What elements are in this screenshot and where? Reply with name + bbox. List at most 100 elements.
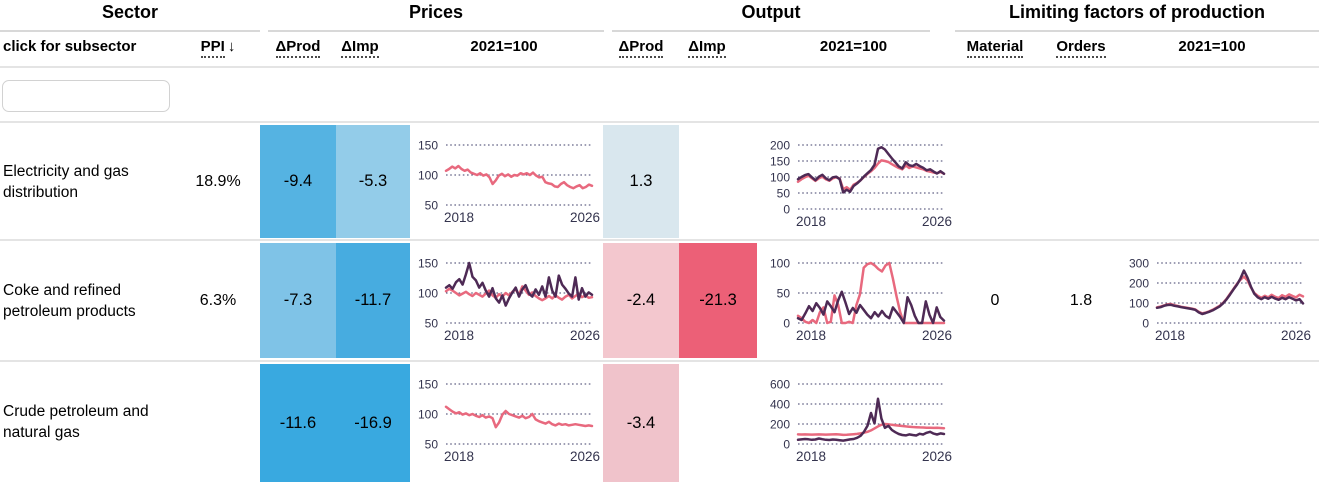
group-header-limiting: Limiting factors of production: [1009, 2, 1265, 22]
svg-text:0: 0: [783, 203, 790, 217]
svg-text:2026: 2026: [570, 328, 600, 343]
prices-dprod-cell: -11.6: [260, 364, 336, 482]
prices-dimp-cell: -5.3: [336, 125, 410, 238]
table-row: Crude petroleum and natural gas -11.6 -1…: [0, 362, 1319, 482]
svg-text:200: 200: [1129, 277, 1149, 291]
svg-text:2018: 2018: [796, 328, 826, 343]
prices-dprod-header[interactable]: ΔProd: [260, 38, 336, 58]
svg-text:2018: 2018: [796, 214, 826, 229]
limiting-group-underline: [955, 30, 1319, 32]
svg-text:300: 300: [1129, 257, 1149, 271]
svg-text:2026: 2026: [570, 449, 600, 464]
ppi-value: 6.3%: [199, 291, 237, 309]
svg-text:100: 100: [770, 171, 790, 185]
orders-value: [1040, 123, 1122, 240]
orders-header[interactable]: Orders: [1040, 38, 1122, 58]
prices-dimp-header-label[interactable]: ΔImp: [341, 38, 379, 58]
svg-text:0: 0: [1142, 317, 1149, 331]
svg-text:0: 0: [783, 317, 790, 331]
output-dprod-cell: 1.3: [603, 125, 679, 238]
table-row: Coke and refined petroleum products 6.3%…: [0, 241, 1319, 360]
material-header[interactable]: Material: [950, 38, 1040, 58]
svg-text:50: 50: [777, 287, 791, 301]
svg-text:150: 150: [418, 378, 438, 392]
table-row: Electricity and gas distribution 18.9% -…: [0, 123, 1319, 240]
output-dprod-header-label[interactable]: ΔProd: [618, 38, 664, 58]
sector-name[interactable]: Crude petroleum and natural gas: [3, 403, 149, 441]
ppi-sort-header[interactable]: PPI ↓: [178, 38, 258, 58]
material-value: [950, 123, 1040, 240]
svg-text:50: 50: [425, 317, 439, 331]
prices-dimp-cell: -11.7: [336, 243, 410, 358]
svg-text:100: 100: [1129, 297, 1149, 311]
svg-text:0: 0: [783, 438, 790, 452]
svg-text:2018: 2018: [444, 210, 474, 225]
svg-text:150: 150: [418, 139, 438, 153]
prices-dprod-cell: -7.3: [260, 243, 336, 358]
svg-text:2026: 2026: [922, 328, 952, 343]
prices-sparkline: 150 100 50 2018 2026: [408, 372, 608, 474]
subsector-filter-input[interactable]: [2, 80, 170, 112]
limiting-sparkline: 300 200 100 0 2018 2026: [1119, 251, 1319, 353]
svg-text:2018: 2018: [444, 328, 474, 343]
svg-text:50: 50: [777, 187, 791, 201]
svg-text:100: 100: [770, 257, 790, 271]
prices-sparkline: 150 100 50 2018 2026: [408, 133, 608, 235]
svg-text:100: 100: [418, 408, 438, 422]
svg-text:100: 100: [418, 169, 438, 183]
output-sparkline: 200 150 100 50 0 2018 2026: [760, 133, 960, 235]
prices-index-label: 2021=100: [470, 38, 538, 55]
subheader-separator: [0, 66, 1319, 68]
svg-text:2026: 2026: [570, 210, 600, 225]
prices-dimp-cell: -16.9: [336, 364, 410, 482]
output-sparkline: 100 50 0 2018 2026: [760, 251, 960, 353]
svg-text:150: 150: [770, 155, 790, 169]
ppi-value: [178, 362, 258, 482]
svg-text:200: 200: [770, 418, 790, 432]
svg-text:50: 50: [425, 199, 439, 213]
output-dprod-cell: -2.4: [603, 243, 679, 358]
search-row-separator: [0, 121, 1319, 123]
orders-value: 1.8: [1069, 291, 1093, 309]
prices-dimp-header[interactable]: ΔImp: [323, 38, 397, 58]
output-sparkline: 600 400 200 0 2018 2026: [760, 372, 960, 474]
ppi-value: 18.9%: [195, 172, 241, 190]
svg-text:150: 150: [418, 257, 438, 271]
group-header-prices: Prices: [408, 2, 464, 22]
group-header-output: Output: [741, 2, 801, 22]
svg-text:2026: 2026: [922, 214, 952, 229]
sector-name[interactable]: Coke and refined petroleum products: [3, 281, 136, 320]
output-index-label: 2021=100: [819, 38, 888, 55]
click-for-subsector-label: click for subsector: [3, 38, 137, 55]
svg-text:400: 400: [770, 398, 790, 412]
output-dimp-cell: -21.3: [679, 243, 757, 358]
sector-group-underline: [0, 30, 260, 32]
svg-text:2026: 2026: [922, 449, 952, 464]
sector-name[interactable]: Electricity and gas distribution: [3, 162, 129, 201]
svg-text:2018: 2018: [796, 449, 826, 464]
prices-sparkline: 150 100 50 2018 2026: [408, 251, 608, 353]
material-value: 0: [990, 291, 1000, 309]
output-group-underline: [612, 30, 930, 32]
output-dprod-cell: -3.4: [603, 364, 679, 482]
output-dimp-header-label[interactable]: ΔImp: [688, 38, 726, 58]
material-value: [950, 362, 1040, 482]
sort-descending-icon: ↓: [227, 38, 236, 55]
prices-dprod-header-label[interactable]: ΔProd: [275, 38, 321, 58]
svg-text:2018: 2018: [444, 449, 474, 464]
orders-header-label[interactable]: Orders: [1056, 38, 1106, 58]
svg-text:200: 200: [770, 139, 790, 153]
row-separator-1: [0, 239, 1319, 241]
output-dprod-header[interactable]: ΔProd: [603, 38, 679, 58]
prices-dprod-cell: -9.4: [260, 125, 336, 238]
row-separator-2: [0, 360, 1319, 362]
svg-text:50: 50: [425, 438, 439, 452]
output-dimp-header[interactable]: ΔImp: [668, 38, 746, 58]
prices-group-underline: [268, 30, 604, 32]
svg-text:2018: 2018: [1155, 328, 1185, 343]
material-header-label[interactable]: Material: [966, 38, 1024, 58]
ppi-header-label[interactable]: PPI: [200, 38, 225, 58]
orders-value: [1040, 362, 1122, 482]
svg-text:2026: 2026: [1281, 328, 1311, 343]
